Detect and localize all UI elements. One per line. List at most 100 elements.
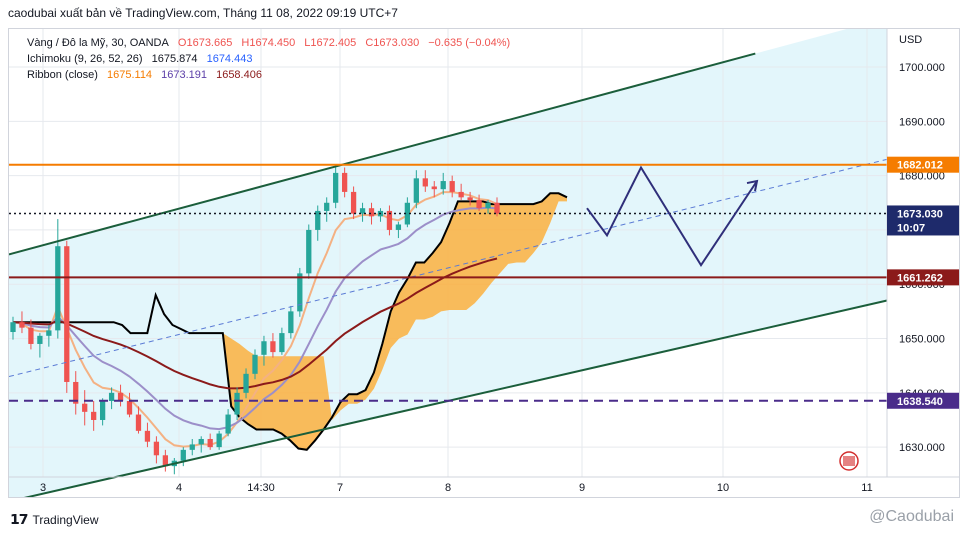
current-price-badge-countdown: 10:07 <box>897 222 925 234</box>
legend-ichimoku-v2: 1674.443 <box>206 53 253 65</box>
candle-body <box>37 335 43 344</box>
candle-body <box>162 455 169 467</box>
legend-ribbon-row: Ribbon (close) 1675.114 1673.191 1658.40… <box>27 69 268 81</box>
candle-body <box>413 178 419 203</box>
x-tick-label: 11 <box>861 482 872 494</box>
legend-high: H1674.450 <box>241 37 296 49</box>
legend-ichimoku-v1: 1675.874 <box>151 53 198 65</box>
x-tick-label: 3 <box>40 482 46 494</box>
support-badge-bg <box>887 269 959 286</box>
legend-ichimoku-label[interactable]: Ichimoku (9, 26, 52, 26) <box>27 53 143 65</box>
candle-body <box>243 373 249 393</box>
candle-body <box>216 433 222 448</box>
candle-body <box>359 208 366 214</box>
candle-body <box>73 381 79 404</box>
candle-body <box>333 172 339 203</box>
y-tick-label: 1700.000 <box>899 62 945 74</box>
candle-body <box>279 333 285 353</box>
legend-ribbon-v1: 1675.114 <box>106 69 153 81</box>
currency-label: USD <box>899 34 922 46</box>
candle-body <box>485 202 491 209</box>
channel-upper-line <box>9 52 756 256</box>
legend-ribbon-v2: 1673.191 <box>161 69 208 81</box>
legend-symbol-row: Vàng / Đô la Mỹ, 30, OANDA O1673.665 H16… <box>27 37 516 49</box>
candle-body <box>10 322 16 333</box>
tradingview-logo-text: TradingView <box>32 512 99 527</box>
candle-body <box>431 186 437 190</box>
candle-body <box>297 273 303 312</box>
legend-symbol[interactable]: Vàng / Đô la Mỹ, 30, OANDA <box>27 37 169 49</box>
y-tick-label: 1690.000 <box>899 116 945 128</box>
chart-canvas[interactable]: USD1700.0001690.0001680.0001670.0001660.… <box>9 29 959 497</box>
projection-path <box>586 165 758 268</box>
candle-body <box>386 210 393 230</box>
candle-body <box>207 438 213 448</box>
candle-body <box>440 181 446 190</box>
candle-body <box>395 224 402 230</box>
candle-body <box>234 392 240 415</box>
ichimoku-cloud <box>13 193 567 450</box>
legend-change: −0.635 (−0.04%) <box>428 37 511 49</box>
candle-body <box>458 191 464 198</box>
current-price-badge-label: 1673.030 <box>897 208 943 220</box>
candle-body <box>449 181 455 192</box>
candle-body <box>153 441 160 456</box>
us-flag-stripes <box>843 456 855 466</box>
ribbon-slow-line <box>12 257 498 390</box>
tradingview-logo[interactable]: 𝟭𝟳 TradingView <box>10 511 99 528</box>
candle-body <box>315 210 321 230</box>
projection-arrowhead <box>746 179 759 192</box>
candle-body <box>46 330 52 336</box>
x-tick-label: 8 <box>445 482 451 494</box>
lower-level-badge-label: 1638.540 <box>897 396 943 408</box>
candle-body <box>99 400 106 420</box>
candle-body <box>270 341 276 353</box>
x-tick-label: 14:30 <box>247 482 275 494</box>
chart-footer: 𝟭𝟳 TradingView @Caodubai <box>8 506 960 532</box>
price-axis-bg <box>887 29 959 477</box>
candle-body <box>306 229 312 274</box>
candle-body <box>368 208 375 217</box>
candle-body <box>288 311 294 334</box>
candle-body <box>91 411 97 420</box>
candle-body <box>252 354 258 374</box>
candle-body <box>198 438 204 445</box>
candle-body <box>19 322 25 328</box>
author-watermark: @Caodubai <box>869 508 954 525</box>
candle-body <box>82 403 88 412</box>
legend-ribbon-label[interactable]: Ribbon (close) <box>27 69 98 81</box>
support-badge-label: 1661.262 <box>897 272 943 284</box>
legend-close: C1673.030 <box>365 37 420 49</box>
x-tick-label: 4 <box>176 482 182 494</box>
resistance-badge-label: 1682.012 <box>897 160 943 172</box>
candle-body <box>117 392 124 401</box>
resistance-badge-bg <box>887 156 959 173</box>
candle-body <box>494 202 500 214</box>
legend-ichimoku-row: Ichimoku (9, 26, 52, 26) 1675.874 1674.4… <box>27 53 258 65</box>
candle-body <box>225 414 231 434</box>
x-tick-label: 10 <box>717 482 729 494</box>
candle-body <box>422 178 428 187</box>
candle-body <box>144 430 151 442</box>
chart-frame[interactable]: USD1700.0001690.0001680.0001670.0001660.… <box>8 28 960 498</box>
candle-body <box>404 202 411 225</box>
candle-body <box>55 246 61 331</box>
candle-body <box>261 341 267 355</box>
y-tick-label: 1680.000 <box>899 171 945 183</box>
candle-body <box>350 191 357 214</box>
legend-low: L1672.405 <box>304 37 357 49</box>
candle-body <box>467 197 473 201</box>
candle-body <box>64 246 70 382</box>
candle-body <box>341 172 348 192</box>
y-tick-label: 1650.000 <box>899 334 945 346</box>
candle-body <box>135 414 142 431</box>
candle-body <box>126 400 133 415</box>
candle-body <box>180 449 186 461</box>
x-tick-label: 7 <box>337 482 343 494</box>
legend-ribbon-v3: 1658.406 <box>216 69 262 81</box>
ribbon-mid-line <box>12 206 498 431</box>
candle-body <box>108 392 115 401</box>
candle-body <box>189 444 195 450</box>
legend-open: O1673.665 <box>177 37 233 49</box>
candle-body <box>476 200 482 209</box>
